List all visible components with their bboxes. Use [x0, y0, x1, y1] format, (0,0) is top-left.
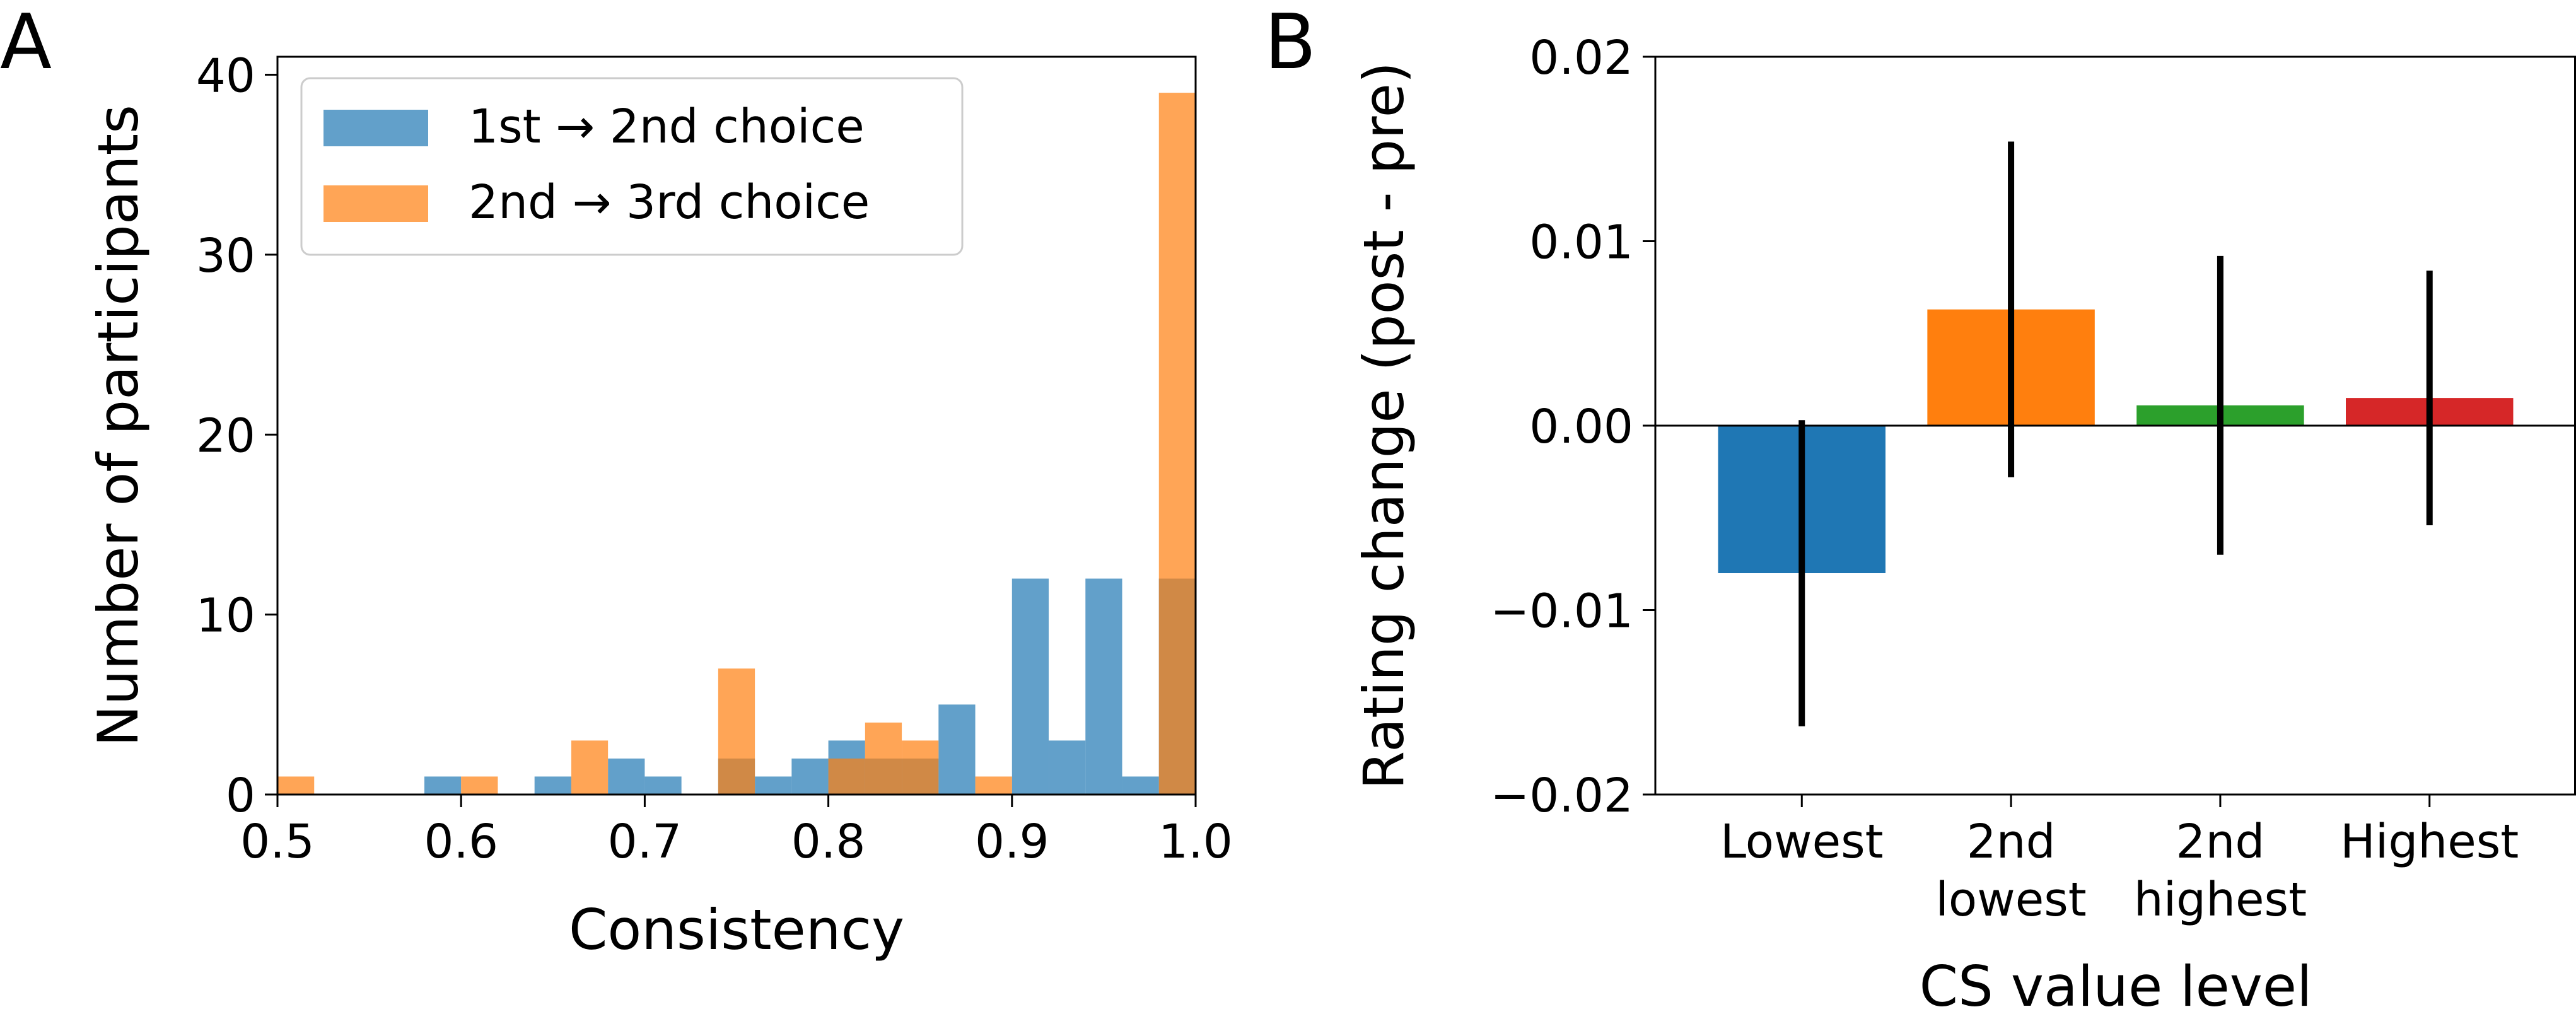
- hist-bar-series-1: [791, 758, 829, 795]
- hist-bar-series-2: [1158, 93, 1196, 795]
- y-tick-label: 0: [226, 769, 255, 823]
- y-tick-label: 20: [196, 409, 255, 463]
- legend-swatch: [323, 185, 428, 222]
- hist-bar-series-1: [1122, 776, 1159, 795]
- y-tick-label: −0.02: [1490, 769, 1633, 823]
- hist-bar-series-2: [718, 668, 755, 795]
- hist-bar-series-1: [1085, 578, 1122, 795]
- hist-bar-series-1: [1049, 740, 1086, 795]
- x-tick-label: 0.9: [975, 815, 1049, 869]
- x-tick-label: 0.8: [791, 815, 866, 869]
- hist-bar-series-1: [424, 776, 462, 795]
- x-tick-label: 2nd: [1967, 815, 2056, 869]
- x-tick-label: highest: [2134, 873, 2307, 927]
- legend-label: 2nd → 3rd choice: [469, 175, 870, 230]
- x-tick-label: lowest: [1935, 873, 2086, 927]
- hist-bar-series-2: [975, 776, 1012, 795]
- panel-a-letter: A: [0, 0, 52, 86]
- plot-frame: [276, 55, 1197, 796]
- x-axis-label: CS value level: [1920, 954, 2312, 1019]
- x-tick-label: 2nd: [2176, 815, 2264, 869]
- legend-label: 1st → 2nd choice: [469, 100, 865, 154]
- hist-bar-series-2: [902, 740, 939, 795]
- y-tick-label: −0.01: [1490, 585, 1633, 639]
- hist-bar-series-2: [461, 776, 498, 795]
- hist-bar-series-1: [644, 776, 682, 795]
- hist-bar-series-2: [828, 758, 865, 795]
- x-axis-label: Consistency: [569, 897, 904, 962]
- hist-bar-series-2: [865, 722, 902, 795]
- histogram-panel: 0.5 0.6 0.7 0.8 0.9 1.0 0 10 20 30 40 Consistency Nu…: [86, 49, 1233, 962]
- y-tick-label: 10: [196, 589, 255, 643]
- hist-bar-series-1: [608, 758, 645, 795]
- hist-bar-series-1: [534, 776, 571, 795]
- x-tick-label: 0.5: [240, 815, 315, 869]
- x-tick-label: 1.0: [1158, 815, 1233, 869]
- x-tick-label: 0.7: [608, 815, 682, 869]
- hist-bar-series-2: [277, 776, 315, 795]
- hist-bar-series-1: [755, 776, 792, 795]
- legend-swatch: [323, 110, 428, 146]
- y-tick-label: 0.02: [1529, 31, 1633, 85]
- hist-bar-series-1: [1011, 578, 1049, 795]
- y-tick-label: 30: [196, 229, 255, 283]
- legend-box: [300, 77, 964, 256]
- x-tick-label: Highest: [2340, 815, 2519, 869]
- hist-bar-series-2: [571, 740, 609, 795]
- x-tick-label: Lowest: [1720, 815, 1884, 869]
- y-axis-label: Rating change (post - pre): [1351, 62, 1416, 789]
- y-axis-label: Number of participants: [86, 105, 151, 747]
- y-tick-label: 0.01: [1529, 216, 1633, 270]
- x-tick-label: 0.6: [424, 815, 498, 869]
- hist-bar-series-1: [938, 704, 976, 795]
- y-tick-label: 40: [196, 49, 255, 103]
- panel-b-letter: B: [1264, 0, 1316, 86]
- y-tick-label: 0.00: [1529, 400, 1633, 454]
